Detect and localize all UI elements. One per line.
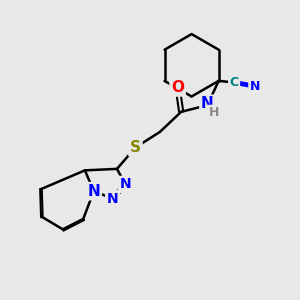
Text: O: O <box>171 80 184 95</box>
Text: N: N <box>119 177 131 191</box>
Text: N: N <box>201 96 214 111</box>
Text: N: N <box>107 192 118 206</box>
Text: S: S <box>130 140 141 155</box>
Text: N: N <box>87 184 100 199</box>
Text: C: C <box>230 76 239 89</box>
Text: H: H <box>209 106 219 119</box>
Text: N: N <box>250 80 260 93</box>
